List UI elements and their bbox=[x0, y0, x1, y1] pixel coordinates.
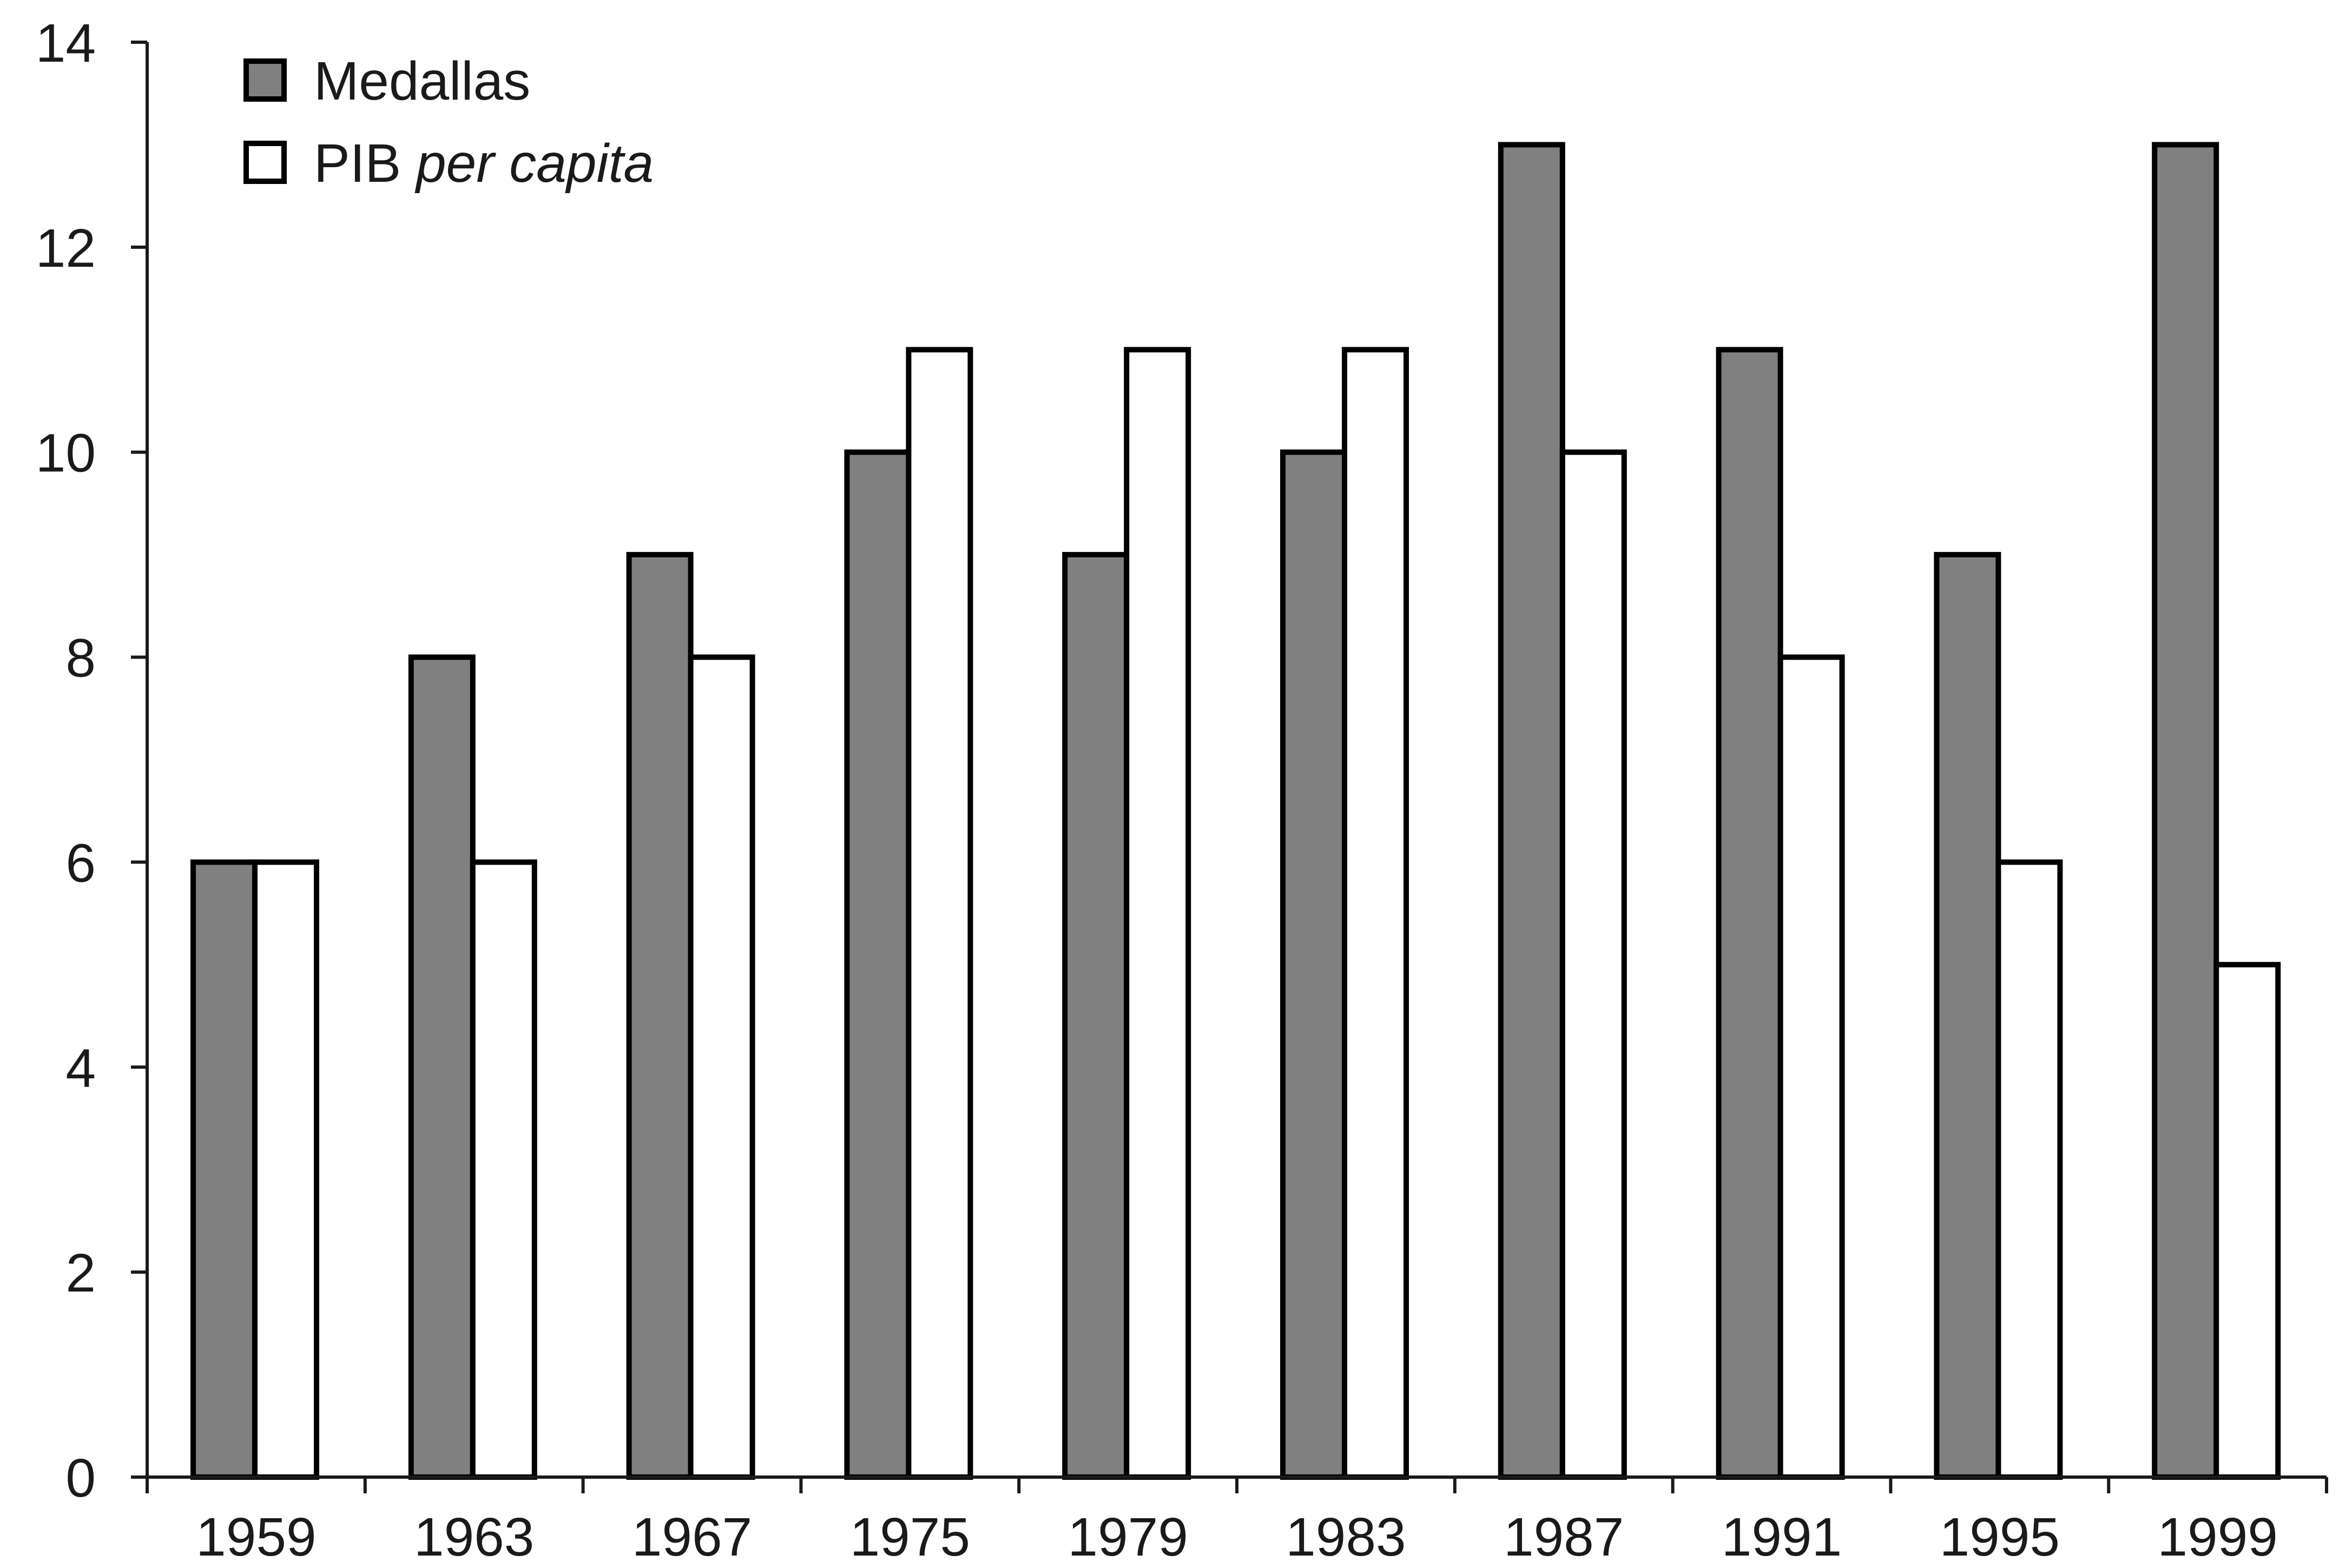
bar-medallas-1995 bbox=[1934, 552, 2001, 1480]
y-tick-label-12: 12 bbox=[36, 218, 96, 279]
legend-label-pib-text: PIB bbox=[314, 133, 416, 194]
x-tick-label-1987: 1987 bbox=[1504, 1507, 1624, 1567]
bar-pib-1987 bbox=[1559, 449, 1627, 1480]
bar-pib-1963 bbox=[470, 859, 537, 1480]
y-tick-label-2: 2 bbox=[65, 1243, 96, 1303]
bar-medallas-1979 bbox=[1062, 552, 1130, 1480]
x-tick-label-1959: 1959 bbox=[196, 1507, 316, 1567]
y-tick-label-4: 4 bbox=[65, 1038, 96, 1098]
legend-swatch-pib bbox=[243, 141, 287, 184]
y-tick-label-10: 10 bbox=[36, 423, 96, 484]
bar-pib-1983 bbox=[1342, 347, 1409, 1480]
bar-pib-1979 bbox=[1124, 347, 1191, 1480]
bar-pib-1975 bbox=[906, 347, 973, 1480]
bar-pib-1959 bbox=[252, 859, 319, 1480]
bar-pib-1999 bbox=[2213, 961, 2281, 1480]
bar-medallas-1959 bbox=[190, 859, 258, 1480]
bar-pib-1967 bbox=[688, 654, 755, 1480]
y-tick-label-0: 0 bbox=[65, 1448, 96, 1508]
y-tick-label-8: 8 bbox=[65, 628, 96, 689]
bar-medallas-1975 bbox=[844, 449, 912, 1480]
x-tick-label-1983: 1983 bbox=[1286, 1507, 1406, 1567]
x-tick-label-1999: 1999 bbox=[2157, 1507, 2277, 1567]
legend-label-medallas-text: Medallas bbox=[314, 51, 530, 111]
legend-label-pib-italic: per capita bbox=[414, 133, 654, 194]
x-tick-label-1975: 1975 bbox=[850, 1507, 970, 1567]
y-tick-label-6: 6 bbox=[65, 833, 96, 893]
bar-medallas-1991 bbox=[1716, 347, 1783, 1480]
bar-medallas-1963 bbox=[408, 654, 476, 1480]
legend-label-medallas: Medallas bbox=[314, 51, 530, 111]
bar-pib-1991 bbox=[1777, 654, 1845, 1480]
y-tick-label-14: 14 bbox=[36, 13, 96, 74]
bar-pib-1995 bbox=[1995, 859, 2063, 1480]
legend: Medallas PIB per capita bbox=[243, 51, 654, 194]
legend-swatch-medallas bbox=[243, 58, 287, 102]
bar-medallas-1987 bbox=[1498, 142, 1565, 1480]
legend-label-pib: PIB per capita bbox=[314, 133, 654, 194]
bar-medallas-1999 bbox=[2152, 142, 2219, 1480]
x-tick-label-1991: 1991 bbox=[1722, 1507, 1842, 1567]
bars-group bbox=[190, 142, 2281, 1480]
x-tick-label-1967: 1967 bbox=[632, 1507, 752, 1567]
x-tick-label-1995: 1995 bbox=[1940, 1507, 2060, 1567]
bar-medallas-1967 bbox=[626, 552, 694, 1480]
bar-medallas-1983 bbox=[1280, 449, 1347, 1480]
x-tick-label-1979: 1979 bbox=[1068, 1507, 1188, 1567]
y-ticks-group: 0 2 4 6 8 10 12 14 bbox=[36, 13, 147, 1508]
x-ticks-group: 1959 1963 1967 1975 1979 1983 1987 1991 1995 1999 bbox=[146, 1477, 2328, 1567]
x-tick-label-1963: 1963 bbox=[414, 1507, 534, 1567]
